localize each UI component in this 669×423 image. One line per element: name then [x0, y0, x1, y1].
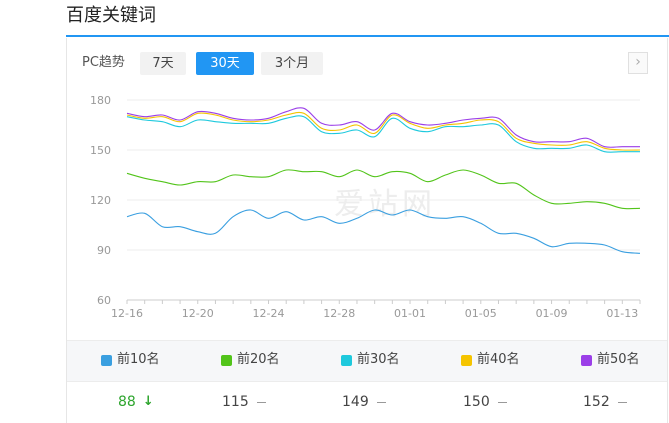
- x-tick-label: 12-28: [323, 307, 355, 320]
- legend-label: 前40名: [477, 352, 520, 367]
- legend-swatch: [101, 354, 112, 366]
- watermark-text: 爱站网: [334, 187, 436, 222]
- rank-value: 88: [118, 394, 136, 410]
- title-divider: [66, 35, 669, 37]
- legend-swatch: [461, 354, 472, 366]
- legend-swatch: [341, 354, 352, 366]
- legend-swatch: [221, 354, 232, 366]
- arrow-down-icon: ↓: [142, 394, 154, 409]
- dash-icon: [376, 401, 386, 403]
- legend-label: 前50名: [597, 352, 640, 367]
- range-7d-button[interactable]: 7天: [140, 52, 186, 75]
- x-tick-label: 01-01: [394, 307, 426, 320]
- chevron-right-icon[interactable]: ›: [628, 52, 648, 74]
- dash-icon: [497, 401, 507, 403]
- y-tick-label: 60: [97, 294, 111, 307]
- series-line: [126, 209, 641, 254]
- legend-swatch: [581, 354, 592, 366]
- x-tick-label: 12-20: [182, 307, 214, 320]
- rank-top10: 88 ↓: [118, 393, 154, 411]
- y-tick-label: 120: [90, 194, 111, 207]
- y-tick-label: 150: [90, 144, 111, 157]
- legend-label: 前10名: [117, 352, 160, 367]
- series-line: [126, 111, 641, 151]
- series-line: [126, 107, 640, 148]
- trend-panel: [66, 38, 668, 423]
- x-tick-label: 01-09: [536, 307, 568, 320]
- legend-item-top30[interactable]: 前30名: [341, 352, 400, 368]
- rank-top30: 149: [342, 393, 386, 411]
- rank-value: 150: [463, 394, 490, 410]
- series-line: [126, 115, 640, 153]
- legend-item-top20[interactable]: 前20名: [221, 352, 280, 368]
- dash-icon: [256, 401, 266, 403]
- rank-top20: 115: [222, 393, 266, 411]
- y-tick-label: 90: [97, 244, 111, 257]
- trend-chart: 爱站网 60 90 120 150 180 12-16 12-20 12-24 12-28 01-0…: [90, 94, 641, 320]
- y-tick-label: 180: [90, 94, 111, 107]
- legend-item-top40[interactable]: 前40名: [461, 352, 520, 368]
- rank-value: 115: [222, 394, 249, 410]
- legend-item-top10[interactable]: 前10名: [101, 352, 160, 368]
- x-tick-label: 01-05: [465, 307, 497, 320]
- dash-icon: [617, 401, 627, 403]
- rank-value: 152: [583, 394, 610, 410]
- legend-bar: [67, 340, 667, 382]
- pc-trend-label: PC趋势: [82, 55, 125, 70]
- page-title: 百度关键词: [66, 5, 156, 26]
- series-line: [126, 169, 641, 210]
- rank-value: 149: [342, 394, 369, 410]
- legend-label: 前30名: [357, 352, 400, 367]
- range-3m-button[interactable]: 3个月: [261, 52, 323, 75]
- range-30d-button[interactable]: 30天: [196, 52, 254, 75]
- x-tick-label: 12-24: [253, 307, 285, 320]
- legend-item-top50[interactable]: 前50名: [581, 352, 640, 368]
- rank-top50: 152: [583, 393, 627, 411]
- x-tick-label: 12-16: [111, 307, 143, 320]
- rank-top40: 150: [463, 393, 507, 411]
- x-tick-label: 01-13: [606, 307, 638, 320]
- legend-label: 前20名: [237, 352, 280, 367]
